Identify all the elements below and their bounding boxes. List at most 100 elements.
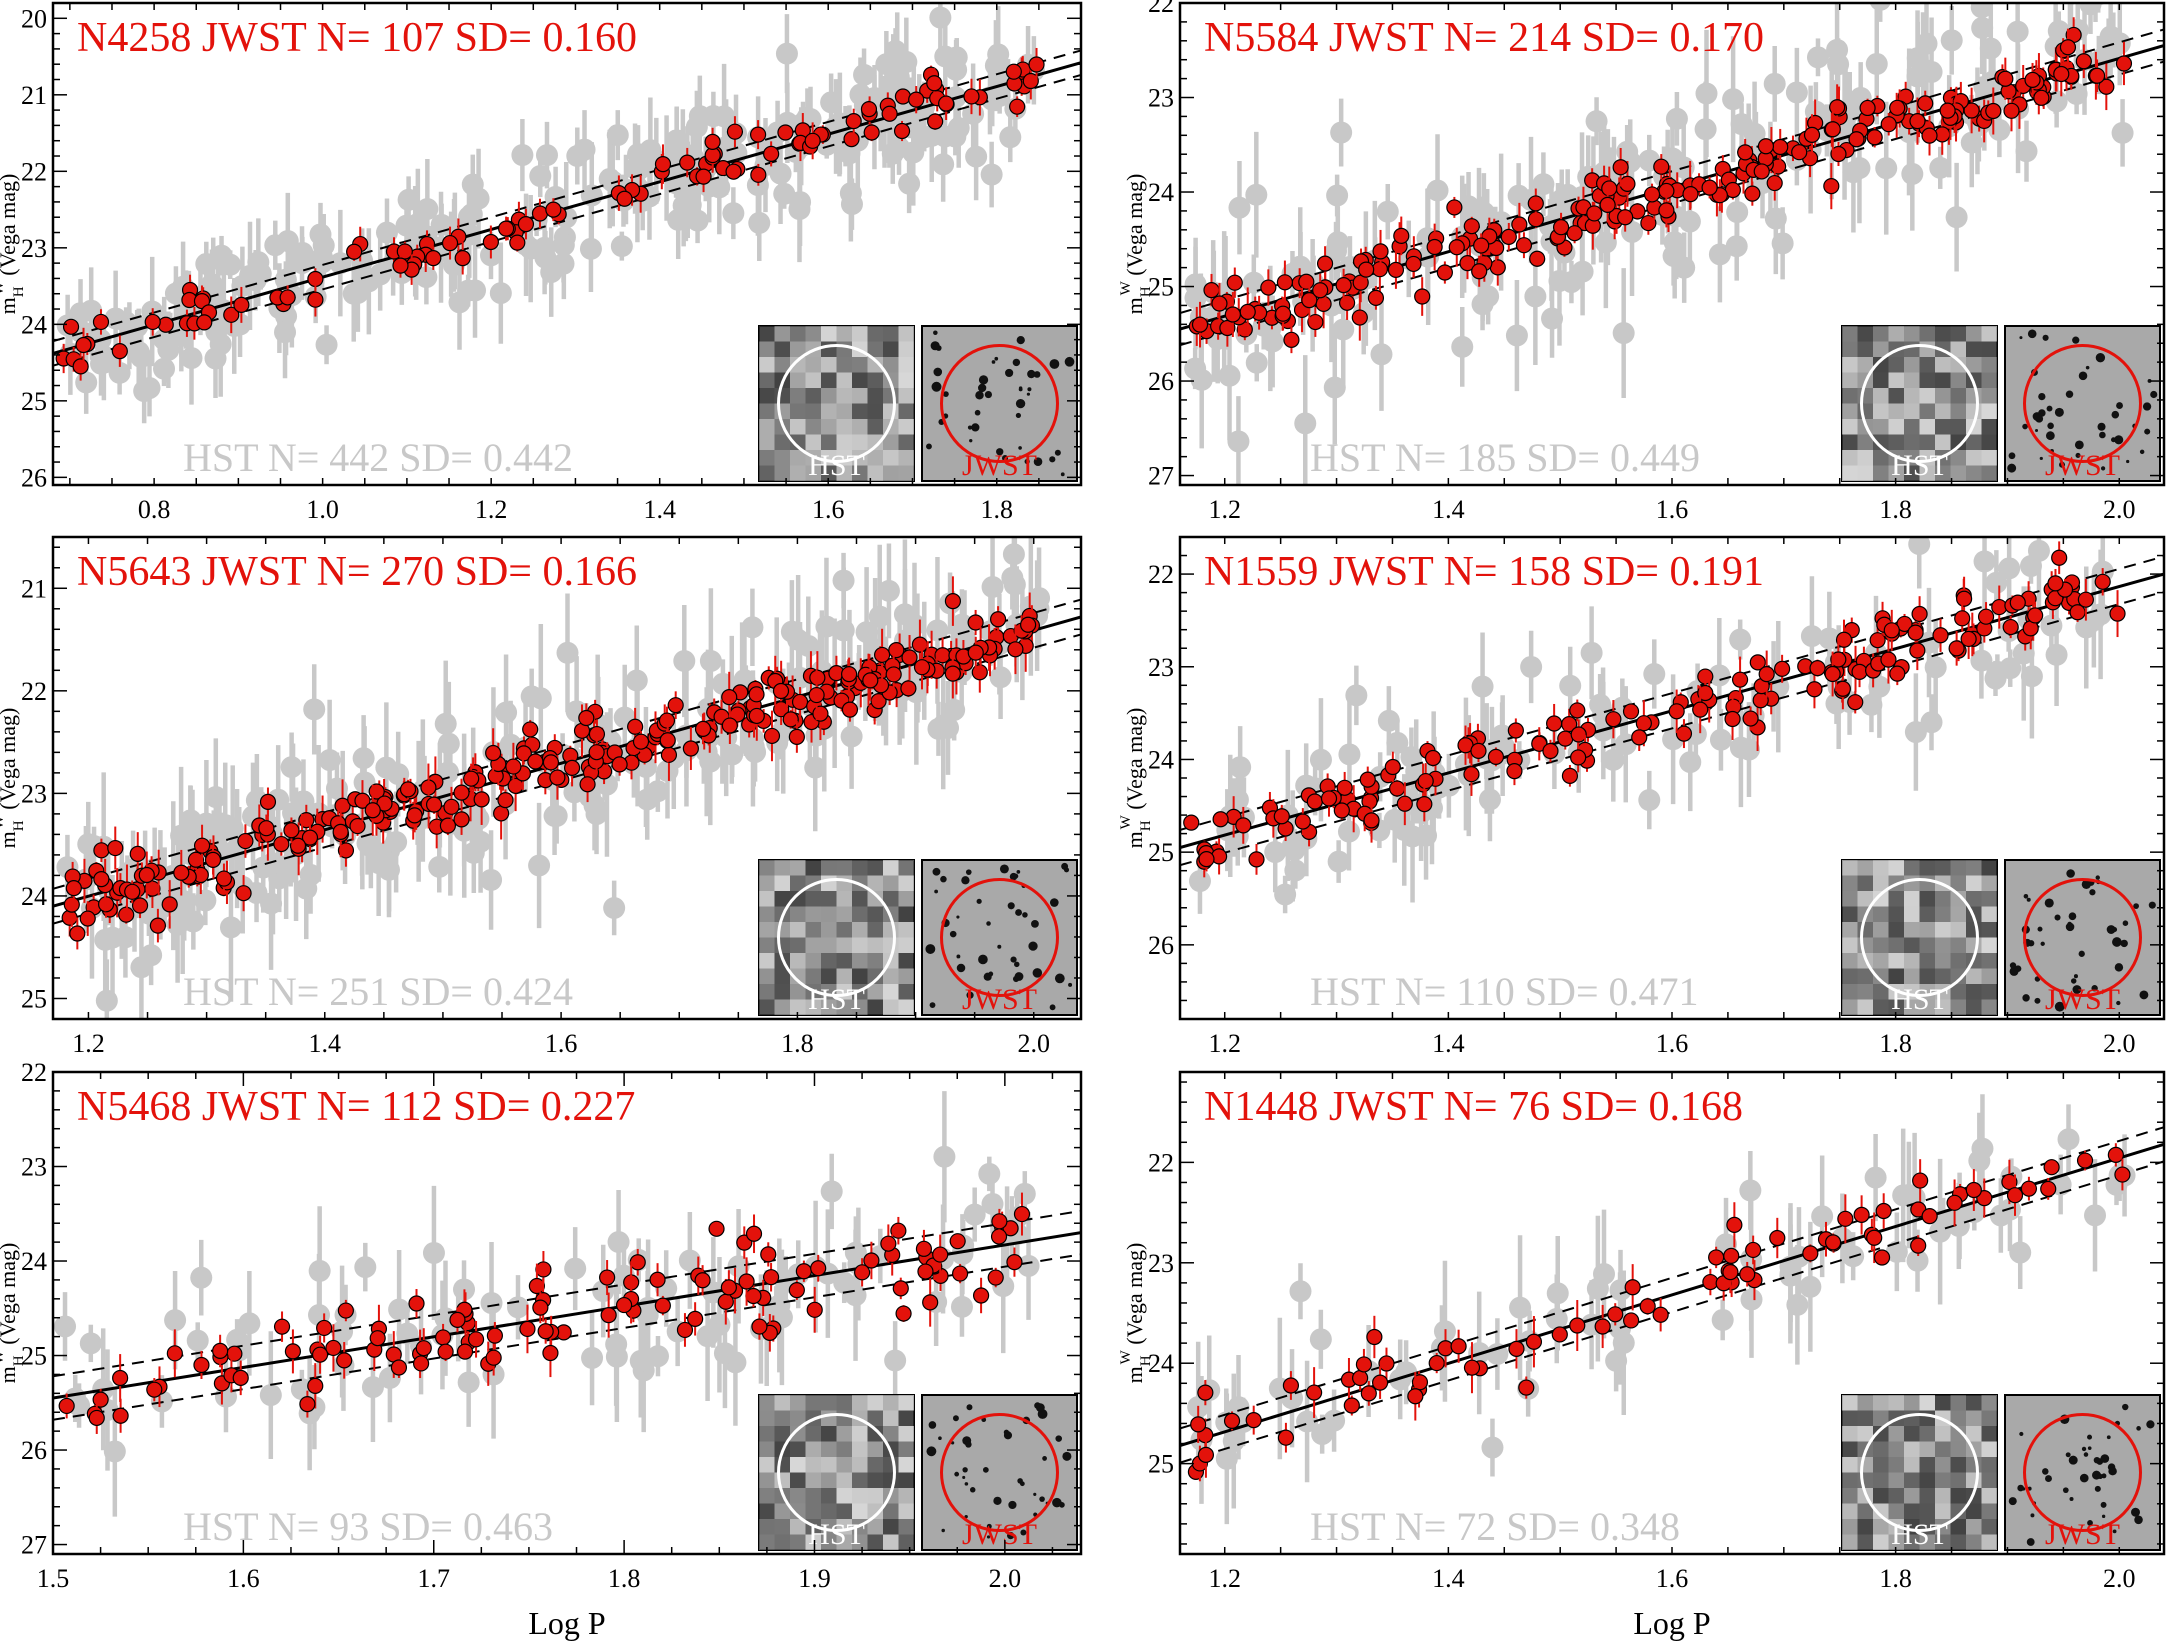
x-tick-label: 1.4	[1432, 1029, 1465, 1058]
jwst-point	[808, 686, 825, 704]
hst-pixel	[1950, 434, 1966, 450]
hst-pixel	[805, 372, 821, 388]
hst-pixel	[1950, 465, 1966, 481]
hst-pixel	[821, 906, 837, 922]
hst-pixel	[759, 403, 775, 419]
hst-point	[219, 916, 242, 939]
hst-point	[356, 832, 379, 855]
jwst-point	[717, 1293, 734, 1310]
star-dot	[1054, 449, 1061, 456]
hst-point	[259, 1384, 282, 1407]
y-tick-label: 21	[21, 574, 47, 603]
jwst-point	[726, 123, 744, 140]
hst-pixel	[1873, 875, 1889, 891]
hst-point	[1560, 271, 1583, 294]
hst-pixel	[1842, 341, 1858, 357]
jwst-point	[273, 1318, 291, 1335]
hst-pixel	[1873, 372, 1889, 388]
jwst-point	[485, 1349, 502, 1366]
hst-pixel	[805, 953, 821, 969]
jwst-point	[1757, 138, 1775, 155]
hst-point	[545, 804, 568, 827]
hst-pixel	[774, 1519, 790, 1535]
star-dot	[938, 1436, 942, 1441]
jwst-point	[1570, 749, 1587, 766]
jwst-point	[682, 740, 699, 757]
hst-pixel	[790, 968, 806, 984]
hst-pixel	[1950, 326, 1966, 342]
star-dot	[1036, 1403, 1045, 1412]
hst-point	[1984, 667, 2007, 690]
jwst-point	[2024, 71, 2041, 88]
jwst-thumbnail: JWST	[2004, 325, 2161, 482]
hst-summary-label: HST N= 185 SD= 0.449	[1310, 435, 1700, 480]
hst-point	[881, 142, 904, 165]
jwst-point	[972, 1287, 990, 1304]
hst-pixel	[867, 326, 883, 342]
y-axis-label: mHW (Vega mag)	[1118, 174, 1154, 315]
hst-pixel	[898, 875, 914, 891]
jwst-point	[1009, 98, 1026, 115]
hst-point	[672, 194, 695, 217]
jwst-point	[1909, 642, 1926, 659]
hst-point	[480, 868, 503, 891]
jwst-point	[223, 306, 240, 323]
star-dot	[2059, 461, 2066, 468]
hst-pixel	[867, 341, 883, 357]
hst-summary-label: HST N= 93 SD= 0.463	[183, 1504, 553, 1549]
star-dot	[976, 898, 982, 904]
hst-pixel	[790, 434, 806, 450]
jwst-point	[112, 1369, 129, 1387]
jwst-point	[1946, 1194, 1963, 1211]
hst-pixel	[1950, 341, 1966, 357]
hst-point	[1580, 641, 1603, 664]
jwst-point	[1889, 665, 1906, 682]
hst-point	[1869, 3, 1891, 11]
jwst-point	[1724, 710, 1741, 728]
hst-pixel	[1873, 326, 1889, 342]
hst-point	[849, 83, 872, 106]
hst-pixel	[1966, 984, 1982, 1000]
jwst-point	[1612, 159, 1629, 176]
plot-area	[53, 3, 1081, 424]
y-tick-label: 21	[21, 81, 47, 110]
jwst-point	[346, 243, 363, 260]
hst-point	[204, 347, 227, 370]
hst-pixel	[867, 860, 883, 876]
hst-pixel	[1981, 403, 1997, 419]
hst-pixel	[1935, 906, 1951, 922]
hst-pixel	[1935, 860, 1951, 876]
hst-pixel	[836, 937, 852, 953]
hst-point	[461, 173, 484, 196]
hst-point	[1559, 674, 1582, 697]
x-axis: 0.8 1.0 1.2 1.4 1.6 1.8	[69, 3, 1082, 524]
hst-pixel	[836, 922, 852, 938]
hst-pixel	[883, 403, 899, 419]
hst-point	[606, 124, 629, 147]
hst-point	[1393, 818, 1416, 841]
jwst-point	[1260, 279, 1277, 296]
fit-band-line	[1180, 1160, 2164, 1464]
star-dot	[1005, 368, 1014, 378]
hst-point	[1215, 1447, 1238, 1470]
jwst-point	[1622, 703, 1640, 720]
jwst-point	[259, 793, 277, 810]
hst-pixel	[1966, 357, 1982, 373]
hst-point	[226, 1328, 249, 1351]
hst-pixel	[1857, 999, 1873, 1015]
hst-pixel	[867, 875, 883, 891]
hst-point	[1906, 1249, 1929, 1272]
hst-pixel	[821, 860, 837, 876]
jwst-point	[316, 1319, 333, 1337]
hst-pixel	[805, 419, 821, 435]
jwst-point	[509, 234, 526, 251]
jwst-point	[284, 1343, 302, 1360]
hst-pixel	[852, 1534, 868, 1550]
hst-point	[1708, 243, 1731, 266]
jwst-point	[900, 680, 917, 697]
jwst-point	[927, 113, 944, 130]
hst-pixel	[898, 419, 914, 435]
jwst-point	[2020, 1180, 2038, 1197]
hst-pixel	[1857, 326, 1873, 342]
jwst-point	[1335, 277, 1352, 294]
